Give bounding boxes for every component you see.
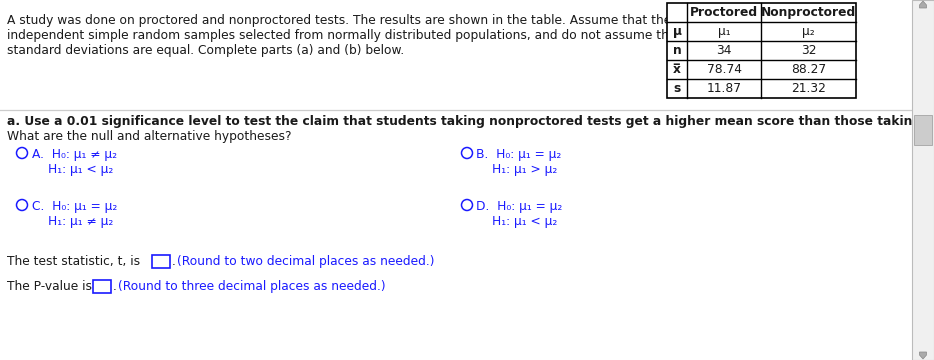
Text: B.  H₀: μ₁ = μ₂: B. H₀: μ₁ = μ₂ [476, 148, 561, 161]
Text: μ: μ [672, 25, 682, 38]
Text: 88.27: 88.27 [791, 63, 826, 76]
Text: standard deviations are equal. Complete parts (a) and (b) below.: standard deviations are equal. Complete … [7, 44, 404, 57]
FancyArrow shape [919, 1, 927, 8]
Bar [912, 0, 934, 360]
Text: The test statistic, t, is: The test statistic, t, is [7, 255, 140, 268]
Text: The P-value is: The P-value is [7, 280, 92, 293]
FancyArrow shape [919, 352, 927, 359]
Text: n: n [672, 44, 682, 57]
Text: H₁: μ₁ > μ₂: H₁: μ₁ > μ₂ [492, 163, 558, 176]
Text: 78.74: 78.74 [706, 63, 742, 76]
Text: A.  H₀: μ₁ ≠ μ₂: A. H₀: μ₁ ≠ μ₂ [32, 148, 117, 161]
Text: What are the null and alternative hypotheses?: What are the null and alternative hypoth… [7, 130, 291, 143]
Text: x̅: x̅ [673, 63, 681, 76]
Bar [667, 3, 856, 98]
Text: μ₁: μ₁ [717, 25, 730, 38]
Text: Proctored: Proctored [690, 6, 758, 19]
Text: Nonproctored: Nonproctored [761, 6, 856, 19]
Text: μ₂: μ₂ [802, 25, 814, 38]
Bar [93, 280, 111, 293]
Bar [152, 255, 170, 268]
Text: .: . [113, 280, 117, 293]
Text: C.  H₀: μ₁ = μ₂: C. H₀: μ₁ = μ₂ [32, 200, 117, 213]
Text: 21.32: 21.32 [791, 82, 826, 95]
Text: H₁: μ₁ ≠ μ₂: H₁: μ₁ ≠ μ₂ [48, 215, 113, 228]
Bar [914, 115, 932, 145]
Text: A study was done on proctored and nonproctored tests. The results are shown in t: A study was done on proctored and nonpro… [7, 14, 776, 27]
Text: H₁: μ₁ < μ₂: H₁: μ₁ < μ₂ [48, 163, 113, 176]
Text: 34: 34 [716, 44, 731, 57]
Text: 11.87: 11.87 [706, 82, 742, 95]
Text: independent simple random samples selected from normally distributed populations: independent simple random samples select… [7, 29, 774, 42]
Text: H₁: μ₁ < μ₂: H₁: μ₁ < μ₂ [492, 215, 558, 228]
Text: .: . [172, 255, 176, 268]
Text: (Round to three decimal places as needed.): (Round to three decimal places as needed… [118, 280, 386, 293]
Text: a. Use a 0.01 significance level to test the claim that students taking nonproct: a. Use a 0.01 significance level to test… [7, 115, 934, 128]
Text: 32: 32 [800, 44, 816, 57]
Text: s: s [673, 82, 681, 95]
Text: D.  H₀: μ₁ = μ₂: D. H₀: μ₁ = μ₂ [476, 200, 563, 213]
Text: (Round to two decimal places as needed.): (Round to two decimal places as needed.) [177, 255, 434, 268]
